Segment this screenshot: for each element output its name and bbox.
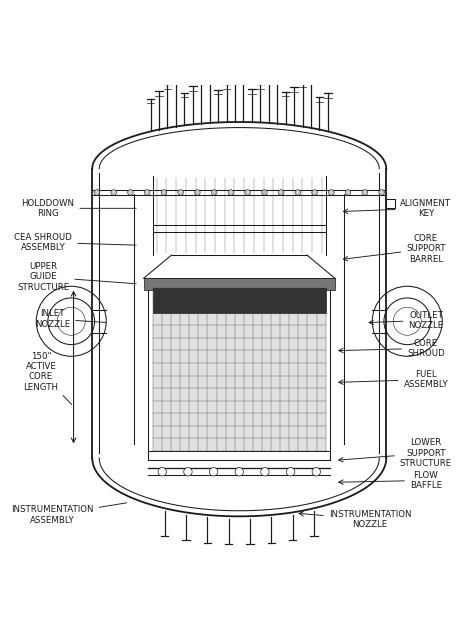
Bar xyxy=(153,287,326,451)
Circle shape xyxy=(128,190,133,195)
Circle shape xyxy=(278,190,284,195)
Text: FLOW
BAFFLE: FLOW BAFFLE xyxy=(339,471,442,490)
Circle shape xyxy=(286,467,295,476)
Text: FUEL
ASSEMBLY: FUEL ASSEMBLY xyxy=(339,370,448,389)
Text: LOWER
SUPPORT
STRUCTURE: LOWER SUPPORT STRUCTURE xyxy=(339,438,452,468)
Circle shape xyxy=(261,467,269,476)
Circle shape xyxy=(94,190,100,195)
Text: HOLDDOWN
RING: HOLDDOWN RING xyxy=(21,198,136,218)
Text: OUTLET
NOZZLE: OUTLET NOZZLE xyxy=(369,310,444,330)
Circle shape xyxy=(235,467,244,476)
Text: CEA SHROUD
ASSEMBLY: CEA SHROUD ASSEMBLY xyxy=(14,233,136,252)
Text: INSTRUMENTATION
ASSEMBLY: INSTRUMENTATION ASSEMBLY xyxy=(11,503,127,525)
Text: CORE
SUPPORT
BARREL: CORE SUPPORT BARREL xyxy=(343,234,446,264)
Text: ALIGNMENT
KEY: ALIGNMENT KEY xyxy=(343,198,452,218)
Circle shape xyxy=(184,467,192,476)
Circle shape xyxy=(178,190,183,195)
Circle shape xyxy=(211,190,217,195)
Circle shape xyxy=(210,467,218,476)
Bar xyxy=(153,287,326,314)
Circle shape xyxy=(245,190,250,195)
Circle shape xyxy=(145,190,150,195)
Circle shape xyxy=(158,467,166,476)
Text: INLET
NOZZLE: INLET NOZZLE xyxy=(35,309,106,329)
Text: 150"
ACTIVE
CORE
LENGTH: 150" ACTIVE CORE LENGTH xyxy=(23,352,72,404)
Circle shape xyxy=(379,190,384,195)
Text: CORE
SHROUD: CORE SHROUD xyxy=(339,338,445,358)
Text: UPPER
GUIDE
STRUCTURE: UPPER GUIDE STRUCTURE xyxy=(17,262,136,292)
Circle shape xyxy=(228,190,234,195)
Circle shape xyxy=(111,190,117,195)
Bar xyxy=(386,199,395,209)
Circle shape xyxy=(295,190,301,195)
Circle shape xyxy=(195,190,200,195)
Circle shape xyxy=(328,190,334,195)
Text: INSTRUMENTATION
NOZZLE: INSTRUMENTATION NOZZLE xyxy=(299,510,411,529)
Circle shape xyxy=(312,190,318,195)
Circle shape xyxy=(362,190,368,195)
Circle shape xyxy=(262,190,267,195)
Circle shape xyxy=(161,190,167,195)
Circle shape xyxy=(312,467,320,476)
Circle shape xyxy=(346,190,351,195)
Bar xyxy=(144,279,335,290)
